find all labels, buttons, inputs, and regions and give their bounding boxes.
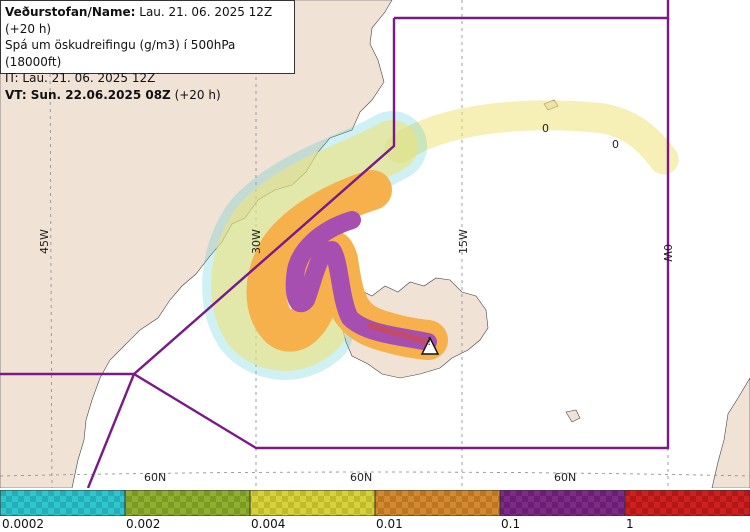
svg-text:!: ! <box>427 335 431 348</box>
longitude-label-30w: 30W <box>250 229 263 254</box>
longitude-label-45w: 45W <box>38 229 51 254</box>
legend-swatch-1 <box>0 490 126 516</box>
legend-tick-4: 0.01 <box>376 517 403 531</box>
legend-color-bar <box>0 490 750 516</box>
ash-high-concentration-area <box>285 211 437 351</box>
valid-time-label: VT: Sun. 22.06.2025 08Z <box>5 87 171 102</box>
info-line-3: IT: Lau. 21. 06. 2025 12Z <box>5 71 156 85</box>
triangle-warning-icon: ! <box>420 335 440 355</box>
legend-swatch-2 <box>124 490 251 516</box>
latitude-label-1: 60N <box>144 471 166 484</box>
forecast-info-box: Veðurstofan/Name: Lau. 21. 06. 2025 12Z … <box>0 0 295 102</box>
legend-tick-3: 0.004 <box>251 517 286 531</box>
valid-time-offset: (+20 h) <box>170 87 221 102</box>
legend-swatch-4 <box>374 490 501 516</box>
issue-datetime: Lau. 21. 06. 2025 12Z (+20 h) <box>5 5 273 36</box>
numeral-label-2: 0 <box>612 138 619 151</box>
info-line-2: Spá um öskudreifingu (g/m3) í 500hPa (18… <box>5 38 236 69</box>
legend-tick-2: 0.002 <box>126 517 161 531</box>
numeral-label-1: 0 <box>542 122 549 135</box>
latitude-label-3: 60N <box>554 471 576 484</box>
legend-tick-1: 0.0002 <box>2 517 44 531</box>
legend-tick-5: 0.1 <box>501 517 521 531</box>
agency-label: Veðurstofan/Name: <box>5 5 136 19</box>
legend-swatch-3 <box>249 490 376 516</box>
legend-tick-6: 1 <box>626 517 634 531</box>
longitude-label-15w: 15W <box>457 229 470 254</box>
concentration-legend: 0.0002 0.002 0.004 0.01 0.1 1 <box>0 490 750 532</box>
map-canvas: ! 45W 30W 15W 0W 60N 60N 60N 0 0 <box>0 0 750 488</box>
legend-swatch-5 <box>499 490 626 516</box>
info-line-1: Veðurstofan/Name: Lau. 21. 06. 2025 12Z … <box>5 4 290 37</box>
island-small <box>565 409 581 423</box>
info-line-4: VT: Sun. 22.06.2025 08Z (+20 h) <box>5 87 290 104</box>
latitude-label-2: 60N <box>350 471 372 484</box>
longitude-label-0w: 0W <box>661 244 674 262</box>
legend-swatch-6 <box>624 490 750 516</box>
scandinavia-landmass <box>711 377 750 488</box>
fir-boundary <box>0 0 670 488</box>
